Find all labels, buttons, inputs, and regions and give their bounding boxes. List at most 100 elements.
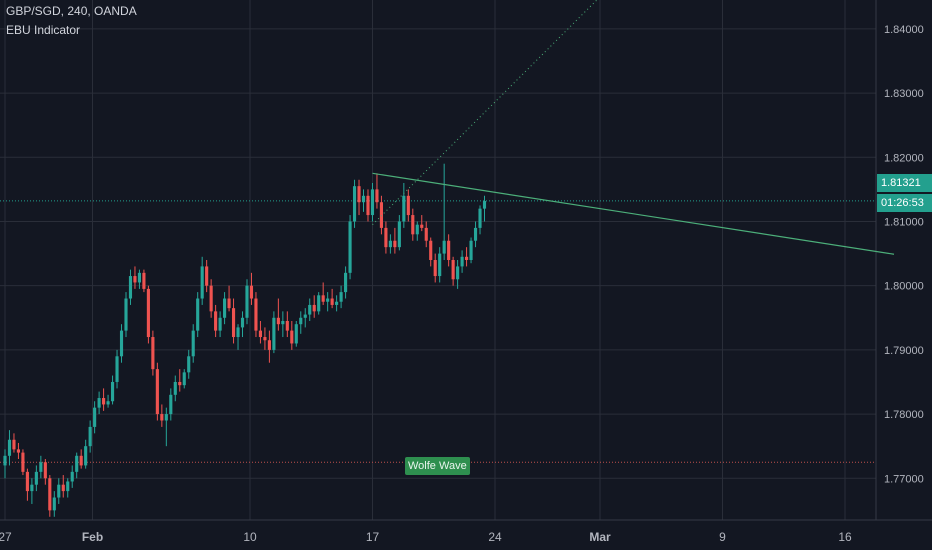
candle-body [102,398,106,405]
candle-body [196,298,200,331]
candle-body [12,439,16,450]
candle-body [173,381,177,395]
wolfe-target-line[interactable] [372,0,601,226]
upper-trendline[interactable] [372,172,895,255]
candle-body [330,298,334,305]
candle-body [93,407,97,427]
candle-body [339,292,343,302]
candle-body [84,446,88,466]
candle-body [227,298,231,309]
candle-body [258,330,263,338]
candle-body [442,240,446,254]
candle-body [420,224,424,228]
candle-body [456,266,460,280]
candle-body [317,295,321,312]
candle-body [254,298,258,331]
candle-body [21,452,25,472]
candle-body [16,449,21,453]
candle-body [447,240,451,260]
candle-body [397,221,401,248]
candle-body [137,272,142,283]
candle-body [321,295,325,302]
candle-body [75,455,79,472]
candle-body [308,304,312,315]
wolfe-wave-label[interactable]: Wolfe Wave [405,457,470,475]
y-tick-label: 1.79000 [884,345,924,357]
x-tick-label: Mar [589,530,611,544]
candle-body [119,330,124,357]
candle-body [294,324,298,344]
candle-body [164,414,168,421]
candle-body [478,208,482,228]
y-tick-label: 1.83000 [884,88,924,100]
candle-body [375,189,379,203]
candle-body [276,317,280,325]
candle-body [352,186,357,222]
candle-body [79,455,83,466]
x-tick-label: Feb [82,530,103,544]
candle-body [402,195,406,222]
candle-body [66,481,70,492]
candle-body [451,260,455,280]
candle-body [3,455,7,466]
candle-body [245,285,249,318]
candle-body [303,314,307,318]
candle-body [473,227,478,241]
candle-body [169,394,173,415]
candle-body [357,186,361,203]
candle-body [52,497,56,511]
candle-body [285,320,289,331]
candle-body [236,327,240,338]
candle-body [218,317,222,331]
candle-body [133,276,137,283]
candle-body [200,266,204,299]
candle-body [43,462,47,479]
x-tick-label: 27 [0,530,12,544]
candle-body [326,298,330,302]
x-tick-label: 24 [488,530,502,544]
candle-body [429,240,433,260]
candle-body [267,340,271,350]
candle-body [155,369,159,415]
candle-body [48,478,52,511]
candle-body [460,256,464,267]
candle-body [70,471,74,482]
candle-body [438,253,442,277]
candle-body [205,266,209,286]
x-tick-label: 9 [719,530,726,544]
y-tick-label: 1.84000 [884,24,924,36]
candle-body [39,462,43,472]
candle-body [110,381,115,402]
x-tick-label: 17 [366,530,380,544]
candle-body [348,221,352,273]
indicator-name[interactable]: EBU Indicator [6,23,81,37]
candle-body [379,202,383,228]
candle-body [106,401,110,405]
candle-body [415,224,419,235]
candle-body [191,330,195,357]
candle-body [263,337,267,341]
y-tick-label: 1.77000 [884,473,924,485]
candle-body [124,298,128,331]
candle-body [281,320,285,325]
candle-body [30,484,34,492]
candle-body [344,272,348,293]
symbol-title[interactable]: GBP/SGD, 240, OANDA [6,4,137,18]
candle-body [406,195,410,216]
y-tick-label: 1.80000 [884,281,924,293]
y-tick-label: 1.81000 [884,216,924,228]
candle-body [151,337,155,370]
candle-body [160,414,164,421]
candle-body [370,189,375,216]
candle-body [214,311,218,331]
candle-body [335,301,339,305]
candle-body [182,372,186,386]
candle-body [393,240,397,248]
candle-body [299,317,303,325]
bar-countdown-label: 01:26:53 [877,194,932,212]
candle-body [7,439,12,456]
candle-body [115,356,119,382]
candle-body [187,356,191,373]
candle-body [88,426,92,447]
current-price-label: 1.81321 [877,174,932,192]
